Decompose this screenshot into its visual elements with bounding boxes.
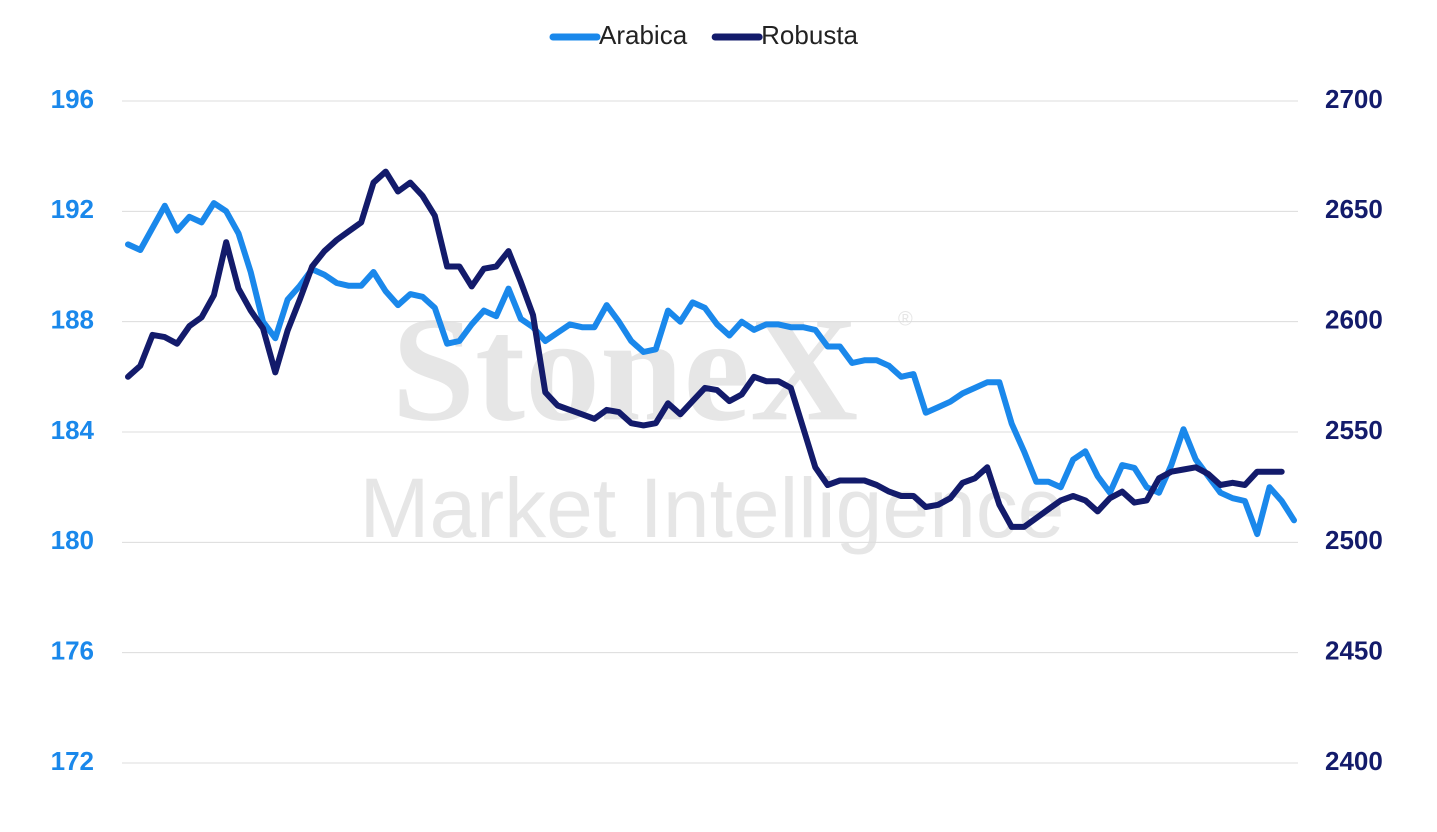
y-tick-label: 184	[51, 415, 95, 445]
y2-tick-label: 2600	[1325, 305, 1383, 335]
y-tick-label: 176	[51, 636, 94, 666]
series-line	[125, 200, 1297, 538]
y2-tick-label: 2500	[1325, 525, 1383, 555]
legend-label: Arabica	[599, 20, 688, 50]
y2-tick-label: 2400	[1325, 746, 1383, 776]
legend-label: Robusta	[761, 20, 858, 50]
watermark-mark: ®	[898, 308, 913, 330]
series-line	[125, 168, 1285, 530]
watermark-tagline: Market Intelligence	[359, 461, 1064, 555]
y2-tick-label: 2550	[1325, 415, 1383, 445]
y-tick-label: 192	[51, 194, 94, 224]
watermark-brand: StoneX	[392, 286, 859, 452]
y2-tick-label: 2650	[1325, 194, 1383, 224]
y-tick-label: 188	[51, 305, 94, 335]
y-tick-label: 172	[51, 746, 94, 776]
y2-tick-label: 2700	[1325, 84, 1383, 114]
y-tick-label: 196	[51, 84, 94, 114]
y2-tick-label: 2450	[1325, 636, 1383, 666]
y-tick-label: 180	[51, 525, 94, 555]
